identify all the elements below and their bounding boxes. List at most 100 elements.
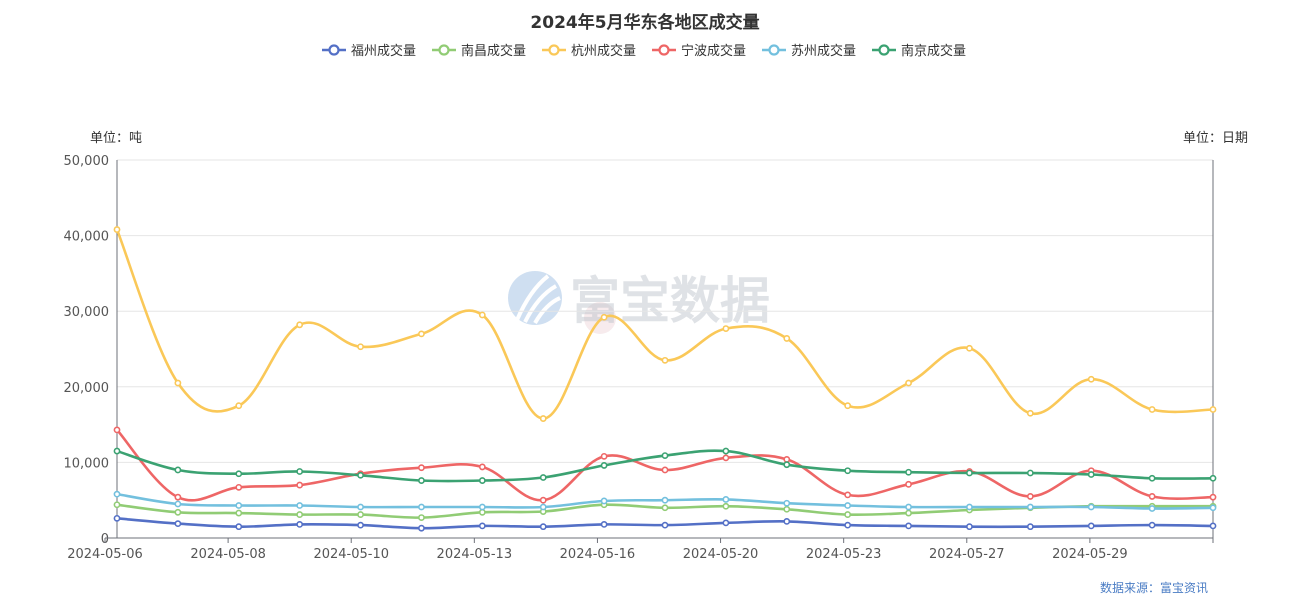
data-point[interactable] (1209, 504, 1217, 512)
data-point[interactable] (905, 503, 912, 511)
data-point[interactable] (478, 522, 486, 530)
data-point[interactable] (966, 503, 973, 511)
data-point[interactable] (1148, 474, 1156, 482)
data-point[interactable] (1026, 523, 1034, 531)
data-point[interactable] (1209, 493, 1217, 501)
data-point[interactable] (113, 490, 121, 498)
series-line[interactable] (116, 429, 1214, 502)
data-point[interactable] (844, 491, 852, 499)
data-point[interactable] (174, 493, 182, 501)
data-point[interactable] (600, 452, 608, 460)
data-point[interactable] (783, 505, 791, 513)
data-point[interactable] (174, 500, 182, 508)
data-point[interactable] (966, 523, 973, 531)
data-point[interactable] (783, 335, 791, 342)
legend-item[interactable]: 苏州成交量 (762, 43, 856, 59)
data-point[interactable] (174, 520, 182, 528)
data-point[interactable] (296, 502, 304, 509)
legend-item[interactable]: 福州成交量 (322, 43, 416, 59)
data-point[interactable] (418, 477, 425, 484)
legend[interactable]: 福州成交量 南昌成交量 杭州成交量 宁波成交量 苏州成交量 南京成交量 (322, 43, 966, 59)
data-point[interactable] (235, 470, 243, 478)
data-point[interactable] (296, 481, 304, 489)
data-point[interactable] (844, 402, 852, 410)
data-point[interactable] (113, 447, 121, 455)
legend-item[interactable]: 南京成交量 (872, 43, 966, 59)
data-point[interactable] (357, 521, 364, 529)
data-point[interactable] (783, 461, 791, 469)
data-point[interactable] (905, 379, 912, 387)
data-point[interactable] (357, 511, 364, 518)
data-point[interactable] (722, 325, 730, 332)
data-point[interactable] (539, 503, 547, 511)
data-point[interactable] (539, 474, 547, 481)
data-point[interactable] (478, 477, 486, 484)
data-point[interactable] (722, 519, 730, 527)
data-point[interactable] (966, 469, 973, 477)
data-point[interactable] (661, 356, 669, 364)
data-point[interactable] (235, 483, 243, 491)
data-point[interactable] (1148, 406, 1156, 413)
data-point[interactable] (600, 313, 608, 321)
data-point[interactable] (1148, 493, 1156, 500)
series-2[interactable] (113, 226, 1217, 422)
data-point[interactable] (722, 502, 730, 510)
data-point[interactable] (661, 496, 669, 504)
data-point[interactable] (1087, 522, 1095, 530)
data-point[interactable] (905, 468, 912, 476)
data-point[interactable] (1087, 375, 1095, 383)
data-point[interactable] (235, 509, 243, 517)
data-point[interactable] (722, 447, 730, 455)
data-point[interactable] (1026, 503, 1034, 511)
data-point[interactable] (600, 462, 608, 469)
data-point[interactable] (539, 496, 547, 504)
data-point[interactable] (113, 426, 121, 434)
data-point[interactable] (1209, 406, 1217, 413)
data-point[interactable] (478, 503, 486, 511)
data-point[interactable] (783, 517, 791, 525)
data-point[interactable] (418, 464, 425, 472)
data-point[interactable] (1026, 409, 1034, 417)
data-point[interactable] (844, 511, 852, 518)
data-point[interactable] (1148, 521, 1156, 529)
data-point[interactable] (1209, 522, 1217, 530)
data-point[interactable] (478, 311, 486, 319)
data-point[interactable] (174, 508, 182, 516)
data-point[interactable] (905, 480, 912, 488)
data-point[interactable] (174, 466, 182, 474)
data-point[interactable] (478, 508, 486, 516)
data-point[interactable] (600, 520, 608, 528)
series-line[interactable] (115, 229, 1214, 420)
series-4[interactable] (113, 490, 1217, 512)
data-point[interactable] (235, 502, 243, 509)
data-point[interactable] (1026, 493, 1034, 500)
legend-item[interactable]: 杭州成交量 (542, 43, 636, 59)
data-point[interactable] (905, 522, 912, 530)
data-point[interactable] (722, 496, 730, 503)
legend-item[interactable]: 南昌成交量 (432, 43, 526, 59)
data-point[interactable] (539, 523, 547, 531)
data-point[interactable] (1087, 503, 1095, 511)
data-point[interactable] (235, 523, 243, 531)
data-point[interactable] (1026, 469, 1034, 477)
data-point[interactable] (661, 466, 669, 474)
data-point[interactable] (296, 321, 304, 329)
series-3[interactable] (113, 426, 1217, 504)
data-point[interactable] (966, 344, 973, 352)
data-point[interactable] (844, 467, 852, 475)
data-point[interactable] (478, 463, 486, 471)
data-point[interactable] (783, 499, 791, 507)
series-5[interactable] (113, 447, 1217, 484)
data-point[interactable] (296, 511, 304, 518)
data-point[interactable] (1209, 474, 1217, 482)
series-0[interactable] (113, 514, 1217, 532)
data-point[interactable] (174, 379, 182, 387)
data-point[interactable] (722, 454, 730, 462)
data-point[interactable] (539, 415, 547, 422)
legend-item[interactable]: 宁波成交量 (652, 43, 746, 59)
data-point[interactable] (357, 503, 364, 511)
data-point[interactable] (844, 502, 852, 509)
data-point[interactable] (418, 330, 425, 338)
data-point[interactable] (600, 497, 608, 505)
data-point[interactable] (418, 514, 425, 521)
